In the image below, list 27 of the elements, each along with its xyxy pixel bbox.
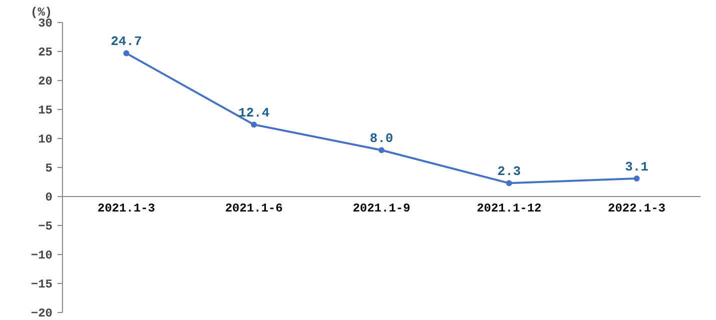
x-tick-label: 2021.1-6 (225, 202, 283, 216)
data-label: 2.3 (497, 164, 521, 180)
x-tick-label: 2021.1-3 (97, 202, 156, 216)
y-tick-label: 20 (38, 74, 53, 88)
x-tick-label: 2021.1-12 (476, 202, 542, 216)
data-label: 3.1 (625, 160, 649, 175)
point (634, 176, 640, 182)
y-tick-label: −15 (30, 278, 53, 292)
y-tick-label: −5 (38, 220, 53, 234)
point (378, 147, 384, 154)
y-tick-label: −20 (30, 306, 53, 320)
data-label: 12.4 (238, 106, 270, 121)
x-tick-label: 2022.1-3 (608, 202, 666, 216)
point (506, 180, 512, 186)
y-tick-label: 10 (38, 132, 53, 146)
point (250, 122, 257, 128)
x-tick-label: 2021.1-9 (352, 202, 410, 216)
point (123, 50, 130, 56)
data-label: 24.7 (110, 34, 142, 50)
y-tick-label: 30 (38, 16, 53, 30)
data-label: 8.0 (370, 131, 394, 146)
y-tick-label: −10 (30, 248, 53, 262)
y-tick-label: 5 (45, 162, 52, 176)
y-tick-label: 25 (38, 46, 53, 60)
y-tick-label: 0 (45, 190, 52, 204)
y-tick-label: 15 (38, 104, 53, 118)
y-axis-title: (%) (30, 6, 52, 20)
